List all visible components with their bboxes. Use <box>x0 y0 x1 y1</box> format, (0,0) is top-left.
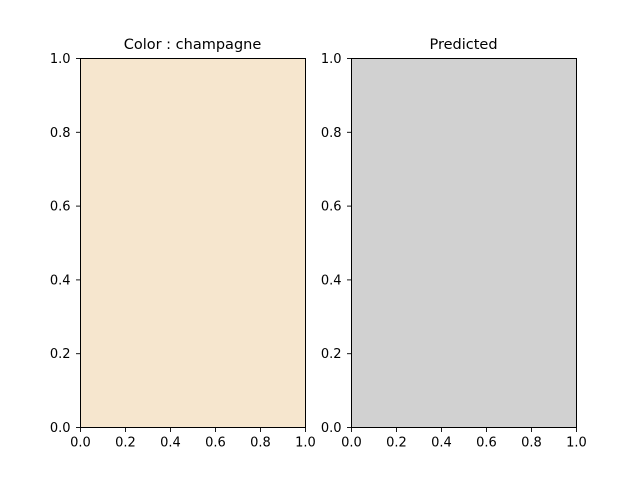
left-y-tick-label: 0.2 <box>50 347 71 362</box>
left-y-tick-label: 0.6 <box>50 200 71 215</box>
right-y-tick-label: 0.2 <box>321 347 342 362</box>
left-subplot-frame <box>80 58 306 428</box>
left-x-tick-label: 0.2 <box>115 436 136 451</box>
left-y-tick-label: 0.0 <box>50 421 71 436</box>
right-subplot-title: Predicted <box>429 37 497 53</box>
left-x-tick-label: 0.6 <box>205 436 226 451</box>
left-y-tick-label: 0.8 <box>50 126 71 141</box>
right-subplot-frame <box>351 58 577 428</box>
right-x-tick-label: 0.4 <box>431 436 452 451</box>
left-subplot: Color : champagne 0.0 0.2 0.4 0.6 0.8 1.0 0.0 0… <box>50 37 316 451</box>
right-x-tick-label: 0.0 <box>341 436 362 451</box>
right-x-tick-label: 0.6 <box>476 436 497 451</box>
right-y-tick-label: 0.6 <box>321 200 342 215</box>
right-subplot: Predicted 0.0 0.2 0.4 0.6 0.8 1.0 0.0 0.2 0.4 0.6… <box>321 37 587 451</box>
left-x-tick-label: 0.0 <box>70 436 91 451</box>
left-x-tick-label: 0.4 <box>160 436 181 451</box>
right-y-tick-label: 0.4 <box>321 273 342 288</box>
right-x-tick-label: 0.2 <box>386 436 407 451</box>
right-y-tick-label: 1.0 <box>321 52 342 67</box>
left-x-tick-label: 1.0 <box>295 436 316 451</box>
left-subplot-color-fill <box>80 58 306 428</box>
right-y-tick-label: 0.8 <box>321 126 342 141</box>
right-x-tick-label: 0.8 <box>521 436 542 451</box>
left-y-tick-label: 1.0 <box>50 52 71 67</box>
right-y-tick-label: 0.0 <box>321 421 342 436</box>
left-x-tick-label: 0.8 <box>250 436 271 451</box>
left-y-tick-label: 0.4 <box>50 273 71 288</box>
left-subplot-title: Color : champagne <box>124 37 262 53</box>
right-subplot-color-fill <box>351 58 577 428</box>
right-x-tick-label: 1.0 <box>566 436 587 451</box>
